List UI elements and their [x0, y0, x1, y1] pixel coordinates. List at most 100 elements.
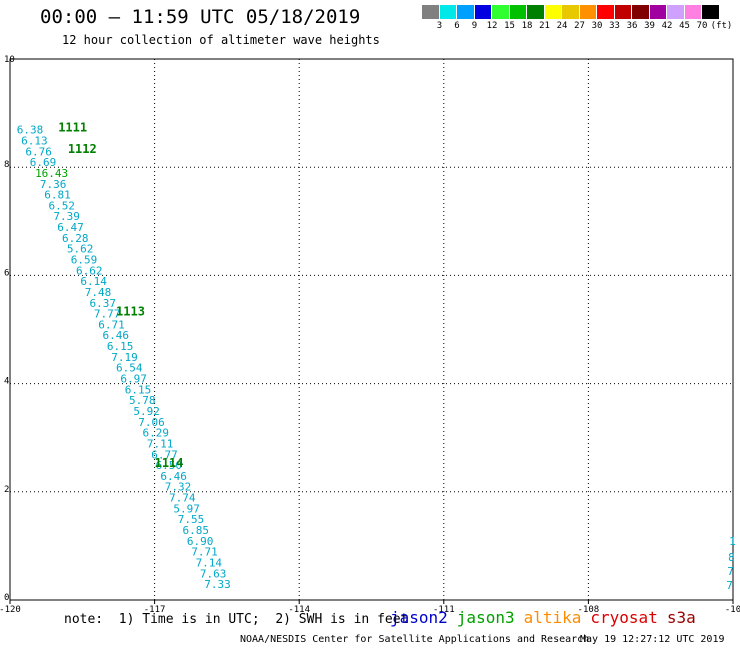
- data-label: 6.50: [156, 459, 183, 472]
- x-tick-label: -111: [433, 605, 455, 615]
- data-label: 6.59: [71, 253, 98, 266]
- y-tick-label: 8: [4, 160, 9, 170]
- plot-frame: [9, 58, 734, 601]
- colorbar-label: 27: [574, 21, 585, 31]
- data-label: 6.85: [183, 524, 210, 537]
- data-label: 6.37: [90, 297, 117, 310]
- colorbar-label: 24: [556, 21, 568, 31]
- legend-item-altika: altika: [523, 608, 582, 627]
- colorbar-swatch: [474, 5, 492, 19]
- legend-item-jason3: jason3: [456, 608, 515, 627]
- data-label: 8: [728, 551, 735, 564]
- colorbar-swatch: [614, 5, 632, 19]
- legend-item-jason2: jason2: [390, 608, 448, 627]
- colorbar-swatch: [597, 5, 615, 19]
- data-label: 1: [729, 535, 736, 548]
- pass-label: 1113: [116, 304, 145, 318]
- data-label: 6.54: [116, 362, 143, 375]
- legend-item-cryosat: cryosat: [590, 608, 658, 627]
- data-label: 6.29: [143, 427, 170, 440]
- data-label: 6.14: [80, 275, 107, 288]
- colorbar-label: 33: [609, 21, 620, 31]
- colorbar-swatch: [702, 5, 720, 19]
- colorbar-swatch: [439, 5, 457, 19]
- data-label: 7.06: [138, 416, 165, 429]
- colorbar-swatch: [562, 5, 580, 19]
- colorbar-label: 30: [591, 21, 603, 31]
- data-label: 6.28: [62, 232, 89, 245]
- colorbar-swatch: [527, 5, 545, 19]
- data-label: 6.47: [57, 221, 84, 234]
- legend-item-s3a: s3a: [666, 608, 696, 627]
- colorbar-swatch: [632, 5, 650, 19]
- colorbar-swatch: [509, 5, 527, 19]
- page-title: 00:00 – 11:59 UTC 05/18/2019: [40, 6, 361, 28]
- colorbar-label: 36: [626, 21, 638, 31]
- satellite-legend: jason2 jason3 altika cryosat s3a: [390, 608, 705, 627]
- data-label: 5.92: [133, 405, 160, 418]
- data-label: 6.52: [49, 199, 75, 212]
- colorbar-swatch: [579, 5, 597, 19]
- colorbar-label: 12: [486, 21, 498, 31]
- x-tick-label: -10: [725, 605, 740, 615]
- colorbar-swatch: [544, 5, 562, 19]
- y-tick-label: 6: [4, 268, 9, 278]
- data-label: 7.71: [191, 546, 218, 559]
- data-label: 7.14: [196, 556, 223, 569]
- data-label: 16.43: [35, 167, 68, 180]
- data-label: 6.46: [103, 329, 130, 342]
- data-label: 7.33: [204, 578, 231, 591]
- data-label: 7: [727, 565, 734, 578]
- data-label: 7.39: [53, 210, 80, 223]
- data-label: 6.71: [98, 318, 125, 331]
- data-label: 6.15: [107, 340, 134, 353]
- data-label: 7.63: [200, 567, 227, 580]
- colorbar-labels: 3 6 9 12 15 18 21 24 27 30 33 36 39 42 45 70 (ft): [422, 21, 740, 33]
- credit-text: NOAA/NESDIS Center for Satellite Applica…: [240, 634, 590, 645]
- colorbar-swatch: [492, 5, 510, 19]
- x-tick-label: -117: [144, 605, 166, 615]
- data-label: 5.62: [67, 243, 94, 256]
- colorbar-unit: (ft): [710, 21, 733, 31]
- data-label: 6.13: [21, 134, 47, 147]
- timestamp-text: May 19 12:27:12 UTC 2019: [580, 634, 725, 645]
- data-label: 7.36: [40, 178, 67, 191]
- data-label: 7.55: [178, 513, 205, 526]
- pass-label: 1112: [68, 142, 97, 156]
- colorbar-swatch: [684, 5, 702, 19]
- data-label: 6.15: [125, 383, 152, 396]
- colorbar-swatch: [667, 5, 685, 19]
- data-label: 7.19: [111, 351, 138, 364]
- y-tick-label: 2: [4, 485, 9, 495]
- colorbar-swatch: [649, 5, 667, 19]
- data-label: 7.48: [85, 286, 112, 299]
- data-label: 6.97: [120, 373, 146, 386]
- page-subtitle: 12 hour collection of altimeter wave hei…: [62, 33, 380, 47]
- colorbar-label: 70: [696, 21, 708, 31]
- colorbar-label: 3: [436, 21, 443, 31]
- pass-label: 1111: [58, 120, 87, 134]
- colorbar-label: 42: [661, 21, 673, 31]
- data-label: 6.62: [76, 264, 103, 277]
- data-label: 7.77: [94, 308, 121, 321]
- data-label: 7: [726, 579, 733, 592]
- x-tick-label: -114: [288, 605, 310, 615]
- colorbar-label: 45: [679, 21, 690, 31]
- data-label: 6.46: [160, 470, 187, 483]
- pass-label: 1114: [155, 456, 184, 470]
- colorbar-label: 9: [471, 21, 478, 31]
- x-tick-label: -120: [0, 605, 21, 615]
- y-tick-label: 4: [4, 377, 9, 387]
- data-label: 5.97: [173, 502, 200, 515]
- colorbar-label: 21: [539, 21, 550, 31]
- data-label: 7.32: [165, 481, 192, 494]
- data-label: 6.90: [187, 535, 214, 548]
- colorbar-label: 39: [644, 21, 655, 31]
- data-label: 7.74: [169, 492, 196, 505]
- data-label: 5.78: [129, 394, 156, 407]
- data-label: 6.69: [30, 156, 57, 169]
- data-label: 6.77: [151, 448, 178, 461]
- colorbar-swatch: [457, 5, 475, 19]
